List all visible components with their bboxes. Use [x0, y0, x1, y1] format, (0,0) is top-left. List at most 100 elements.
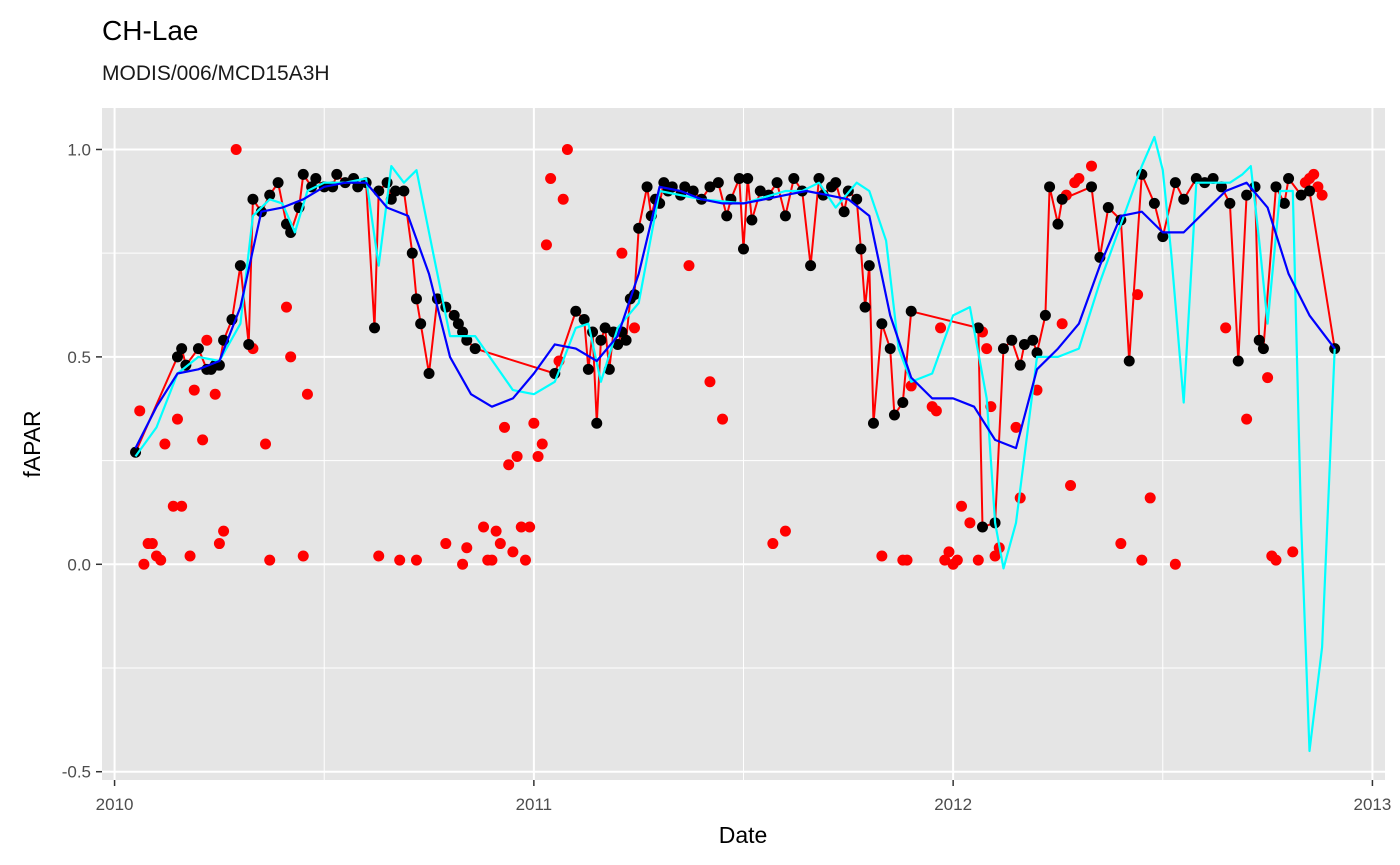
raw-data-point: [209, 388, 221, 400]
filtered-data-point: [1031, 347, 1043, 359]
raw-data-point: [876, 550, 888, 562]
filtered-data-point: [1304, 185, 1316, 197]
filtered-data-point: [1253, 334, 1265, 346]
filtered-data-point: [1169, 177, 1181, 189]
x-axis-title: Date: [719, 822, 768, 848]
raw-data-point: [956, 500, 968, 512]
filtered-data-point: [855, 243, 867, 255]
raw-data-point: [507, 546, 519, 558]
filtered-data-point: [851, 193, 863, 205]
y-tick-label: 1.0: [67, 140, 91, 159]
filtered-data-point: [805, 260, 817, 272]
x-tick-label: 2013: [1354, 795, 1392, 814]
filtered-data-point: [742, 173, 754, 185]
filtered-data-point: [830, 177, 842, 189]
filtered-data-point: [352, 181, 364, 193]
raw-data-point: [1115, 538, 1127, 550]
filtered-data-point: [863, 260, 875, 272]
filtered-data-point: [1241, 189, 1253, 201]
raw-data-point: [301, 388, 313, 400]
raw-data-point: [1169, 558, 1181, 570]
filtered-data-point: [1148, 197, 1160, 209]
raw-data-point: [201, 334, 213, 346]
chart-title: CH-Lae: [102, 15, 198, 46]
raw-data-point: [1270, 554, 1282, 566]
filtered-data-point: [972, 322, 984, 334]
filtered-data-point: [704, 181, 716, 193]
filtered-data-point: [1207, 173, 1219, 185]
filtered-data-point: [658, 177, 670, 189]
filtered-data-point: [171, 351, 183, 363]
raw-data-point: [1287, 546, 1299, 558]
raw-data-point: [981, 343, 993, 355]
raw-data-point: [972, 554, 984, 566]
raw-data-point: [285, 351, 297, 363]
filtered-data-point: [243, 338, 255, 350]
y-tick-label: -0.5: [62, 763, 91, 782]
chart-subtitle: MODIS/006/MCD15A3H: [102, 62, 330, 85]
filtered-data-point: [754, 185, 766, 197]
raw-data-point: [486, 554, 498, 566]
filtered-data-point: [389, 185, 401, 197]
raw-data-point: [930, 405, 942, 417]
raw-data-point: [943, 546, 955, 558]
raw-data-point: [561, 143, 573, 155]
raw-data-point: [951, 554, 963, 566]
filtered-data-point: [1123, 355, 1135, 367]
raw-data-point: [1132, 289, 1144, 301]
filtered-data-point: [423, 367, 435, 379]
filtered-data-point: [746, 214, 758, 226]
raw-data-point: [767, 538, 779, 550]
filtered-data-point: [679, 181, 691, 193]
x-tick-label: 2011: [516, 795, 553, 814]
raw-data-point: [499, 421, 511, 433]
filtered-data-point: [1102, 202, 1114, 214]
raw-data-point: [490, 525, 502, 537]
raw-data-point: [171, 413, 183, 425]
filtered-data-point: [1278, 197, 1290, 209]
raw-data-point: [1010, 421, 1022, 433]
y-tick-label: 0.5: [67, 348, 91, 367]
filtered-data-point: [469, 343, 481, 355]
raw-data-point: [1144, 492, 1156, 504]
raw-data-point: [519, 554, 531, 566]
filtered-data-point: [733, 173, 745, 185]
raw-data-point: [683, 260, 695, 272]
raw-data-point: [176, 500, 188, 512]
filtered-data-point: [595, 334, 607, 346]
spline-fit-layer: [134, 135, 1336, 753]
filtered-data-point: [859, 301, 871, 313]
raw-data-point: [394, 554, 406, 566]
filtered-data-point: [599, 322, 611, 334]
filtered-data-point: [369, 322, 381, 334]
raw-data-point: [188, 384, 200, 396]
filtered-data-point: [976, 521, 988, 533]
raw-data-point: [457, 558, 469, 570]
raw-data-point: [197, 434, 209, 446]
raw-data-point: [935, 322, 947, 334]
raw-data-point: [704, 376, 716, 388]
filtered-data-point: [415, 318, 427, 330]
raw-data-point: [989, 550, 1001, 562]
raw-data-point: [159, 438, 171, 450]
raw-data-point: [138, 558, 150, 570]
filtered-data-point: [1283, 173, 1295, 185]
raw-data-point: [494, 538, 506, 550]
raw-data-point: [1308, 168, 1320, 180]
filtered-data-point: [381, 177, 393, 189]
filtered-data-point: [1178, 193, 1190, 205]
raw-data-point: [628, 322, 640, 334]
filtered-data-point: [738, 243, 749, 255]
raw-data-point: [1073, 173, 1085, 185]
raw-data-point: [230, 143, 242, 155]
filtered-data-point: [1018, 338, 1030, 350]
raw-data-point: [297, 550, 309, 562]
filtered-data-point: [130, 446, 142, 458]
raw-data-point: [515, 521, 527, 533]
raw-data-point: [545, 173, 557, 185]
filtered-data-point: [410, 293, 422, 305]
filtered-data-point: [582, 363, 594, 375]
filtered-data-point: [633, 222, 645, 234]
raw-data-point: [440, 538, 452, 550]
